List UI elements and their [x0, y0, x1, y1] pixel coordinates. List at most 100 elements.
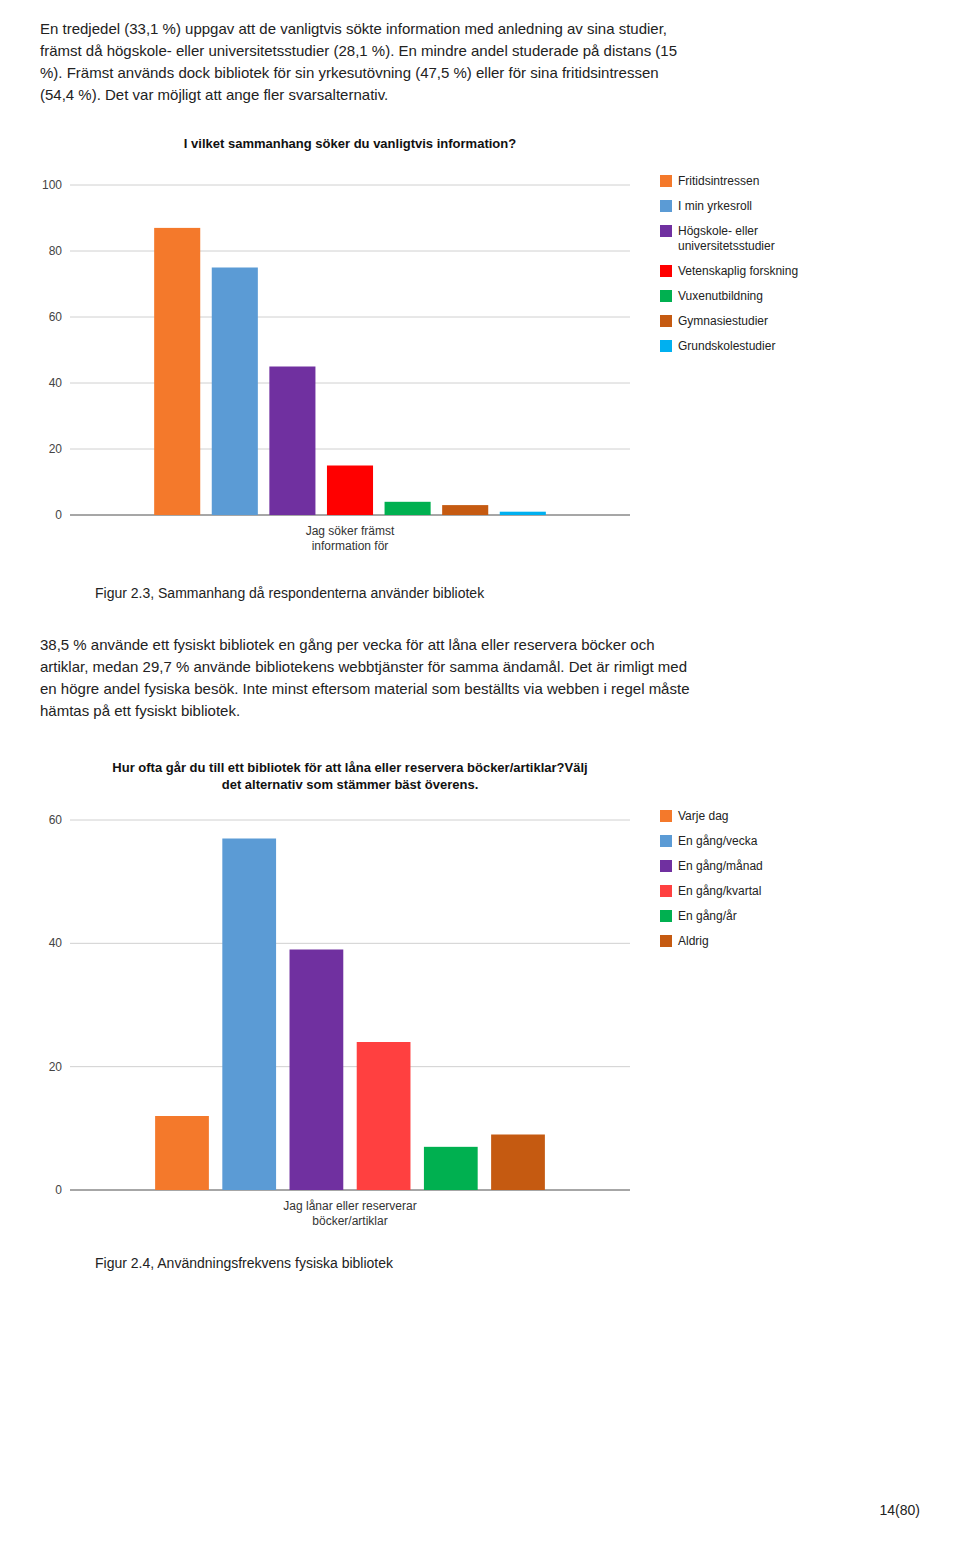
legend-swatch	[660, 810, 672, 822]
legend-swatch	[660, 200, 672, 212]
chart: Hur ofta går du till ett bibliotek för a…	[49, 760, 763, 1271]
text-line: I vilket sammanhang söker du vanligtvis …	[184, 136, 516, 151]
legend-swatch	[660, 315, 672, 327]
y-tick-label: 0	[55, 1183, 62, 1197]
bars	[155, 839, 545, 1191]
grid-line	[70, 251, 630, 252]
y-tick-label: 60	[49, 310, 63, 324]
text-line: Högskole- eller	[678, 224, 758, 238]
legend-swatch	[660, 910, 672, 922]
legend-label: Gymnasiestudier	[678, 314, 768, 328]
legend-label: Aldrig	[678, 934, 709, 948]
bar	[222, 839, 276, 1191]
grid-line	[70, 449, 630, 450]
y-tick-label: 20	[49, 1060, 63, 1074]
text-line: %). Främst används dock bibliotek för si…	[40, 64, 659, 81]
text-line: Jag lånar eller reserverar	[283, 1199, 416, 1213]
text-line: I min yrkesroll	[678, 199, 752, 213]
legend-label: Högskole- elleruniversitetsstudier	[678, 224, 775, 253]
text-line: hämtas på ett fysiskt bibliotek.	[40, 702, 240, 719]
grid-line	[70, 1190, 630, 1191]
grid-line	[70, 820, 630, 821]
legend-label: I min yrkesroll	[678, 199, 752, 213]
background	[0, 0, 960, 1543]
x-axis-line	[70, 1190, 630, 1191]
text-line: Gymnasiestudier	[678, 314, 768, 328]
bar	[385, 502, 431, 515]
legend-label: En gång/vecka	[678, 834, 758, 848]
text-line: (54,4 %). Det var möjligt att ange fler …	[40, 86, 388, 103]
text-line: främst då högskole- eller universitetsst…	[40, 42, 677, 59]
legend-label: En gång/månad	[678, 859, 763, 873]
legend-label: Vuxenutbildning	[678, 289, 763, 303]
y-tick-label: 100	[42, 178, 62, 192]
caption: Figur 2.3, Sammanhang då respondenterna …	[95, 585, 485, 601]
bar	[491, 1135, 545, 1191]
paragraph: 38,5 % använde ett fysiskt bibliotek en …	[40, 636, 689, 719]
legend-swatch	[660, 860, 672, 872]
bar	[500, 512, 546, 515]
text-line: böcker/artiklar	[312, 1214, 387, 1228]
legend-label: Grundskolestudier	[678, 339, 775, 353]
text-line: Fritidsintressen	[678, 174, 759, 188]
text-line: Vetenskaplig forskning	[678, 264, 798, 278]
y-tick-label: 40	[49, 936, 63, 950]
legend-label: Fritidsintressen	[678, 174, 759, 188]
legend: Fritidsintressen I min yrkesroll Högskole-…	[660, 174, 798, 353]
text-line: En tredjedel (33,1 %) uppgav att de vanl…	[40, 20, 667, 37]
y-tick-label: 0	[55, 508, 62, 522]
bar	[327, 466, 373, 516]
grid-line	[70, 943, 630, 944]
bar	[269, 367, 315, 516]
text-line: det alternativ som stämmer bäst överens.	[222, 777, 479, 792]
legend-label: En gång/år	[678, 909, 737, 923]
legend-swatch	[660, 290, 672, 302]
bar	[357, 1042, 411, 1190]
bar	[424, 1147, 478, 1190]
legend-label: Vetenskaplig forskning	[678, 264, 798, 278]
grid-line	[70, 383, 630, 384]
y-tick-label: 40	[49, 376, 63, 390]
y-tick-label: 80	[49, 244, 63, 258]
text-line: Jag söker främst	[306, 524, 395, 538]
grid-line	[70, 1066, 630, 1067]
chart-title: Hur ofta går du till ett bibliotek för a…	[112, 760, 587, 792]
bar	[155, 1116, 209, 1190]
page-number: 14(80)	[880, 1502, 920, 1518]
text-line: Grundskolestudier	[678, 339, 775, 353]
legend-swatch	[660, 885, 672, 897]
legend: Varje dag En gång/vecka En gång/månad En gå…	[660, 809, 763, 948]
text-line: Hur ofta går du till ett bibliotek för a…	[112, 760, 587, 775]
legend-swatch	[660, 935, 672, 947]
bar	[212, 268, 258, 516]
grid-line	[70, 317, 630, 318]
text-line: Aldrig	[678, 934, 709, 948]
bar	[290, 950, 344, 1191]
legend-swatch	[660, 265, 672, 277]
legend-swatch	[660, 340, 672, 352]
y-tick-label: 60	[49, 813, 63, 827]
legend-label: Varje dag	[678, 809, 728, 823]
paragraph: En tredjedel (33,1 %) uppgav att de vanl…	[40, 20, 677, 103]
text-line: En gång/kvartal	[678, 884, 761, 898]
legend-swatch	[660, 175, 672, 187]
legend-swatch	[660, 835, 672, 847]
page: En tredjedel (33,1 %) uppgav att de vanl…	[0, 0, 960, 1543]
y-tick-label: 20	[49, 442, 63, 456]
text-line: En gång/månad	[678, 859, 763, 873]
legend-label: En gång/kvartal	[678, 884, 761, 898]
text-line: artiklar, medan 29,7 % använde bibliotek…	[40, 658, 687, 675]
text-line: Varje dag	[678, 809, 728, 823]
bar	[442, 505, 488, 515]
text-line: 38,5 % använde ett fysiskt bibliotek en …	[40, 636, 655, 653]
x-tick-label: Jag söker främstinformation för	[306, 524, 395, 553]
text-line: En gång/vecka	[678, 834, 758, 848]
text-line: En gång/år	[678, 909, 737, 923]
legend-swatch	[660, 225, 672, 237]
text-line: en högre andel fysiska besök. Inte minst…	[40, 680, 689, 697]
bars	[154, 228, 546, 515]
bar	[154, 228, 200, 515]
caption: Figur 2.4, Användningsfrekvens fysiska b…	[95, 1255, 394, 1271]
text-line: universitetsstudier	[678, 239, 775, 253]
chart-title: I vilket sammanhang söker du vanligtvis …	[184, 136, 516, 151]
